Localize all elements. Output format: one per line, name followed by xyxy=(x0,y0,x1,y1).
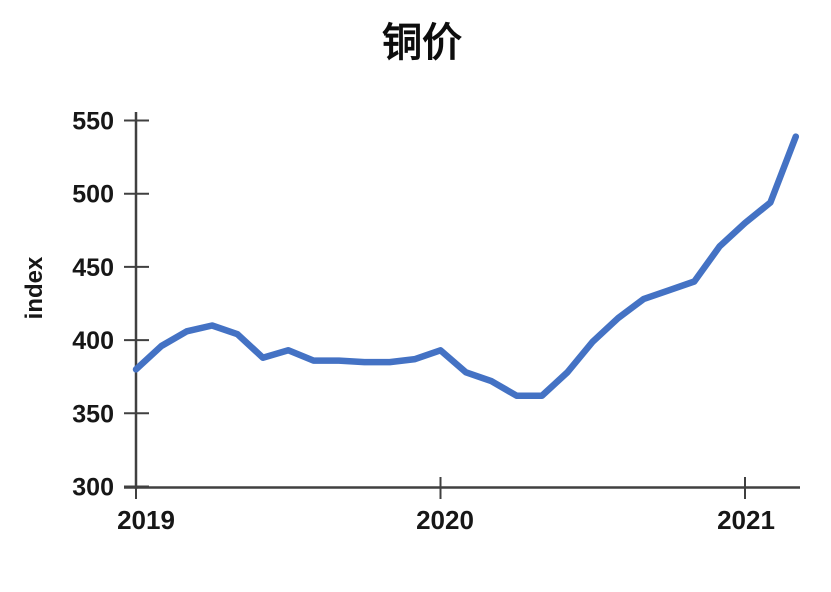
y-tick-label-300: 300 xyxy=(72,474,114,502)
y-axis-tick-labels: 300 350 400 450 500 550 xyxy=(72,108,114,502)
y-axis-label: index xyxy=(21,256,48,319)
chart-title: 铜价 xyxy=(382,19,462,66)
x-axis-tick-marks xyxy=(135,477,746,499)
x-axis-tick-labels: 2019 2020 2021 xyxy=(117,505,775,535)
y-tick-label-350: 350 xyxy=(72,400,114,428)
price-series-line xyxy=(132,133,800,399)
y-tick-label-450: 450 xyxy=(72,254,114,282)
y-tick-label-500: 500 xyxy=(72,181,114,209)
y-tick-label-550: 550 xyxy=(72,108,114,136)
x-tick-label-2019: 2019 xyxy=(117,505,175,535)
x-tick-label-2020: 2020 xyxy=(416,505,474,535)
axes xyxy=(124,112,800,489)
y-tick-label-400: 400 xyxy=(72,327,114,355)
x-tick-label-2021: 2021 xyxy=(717,505,775,535)
